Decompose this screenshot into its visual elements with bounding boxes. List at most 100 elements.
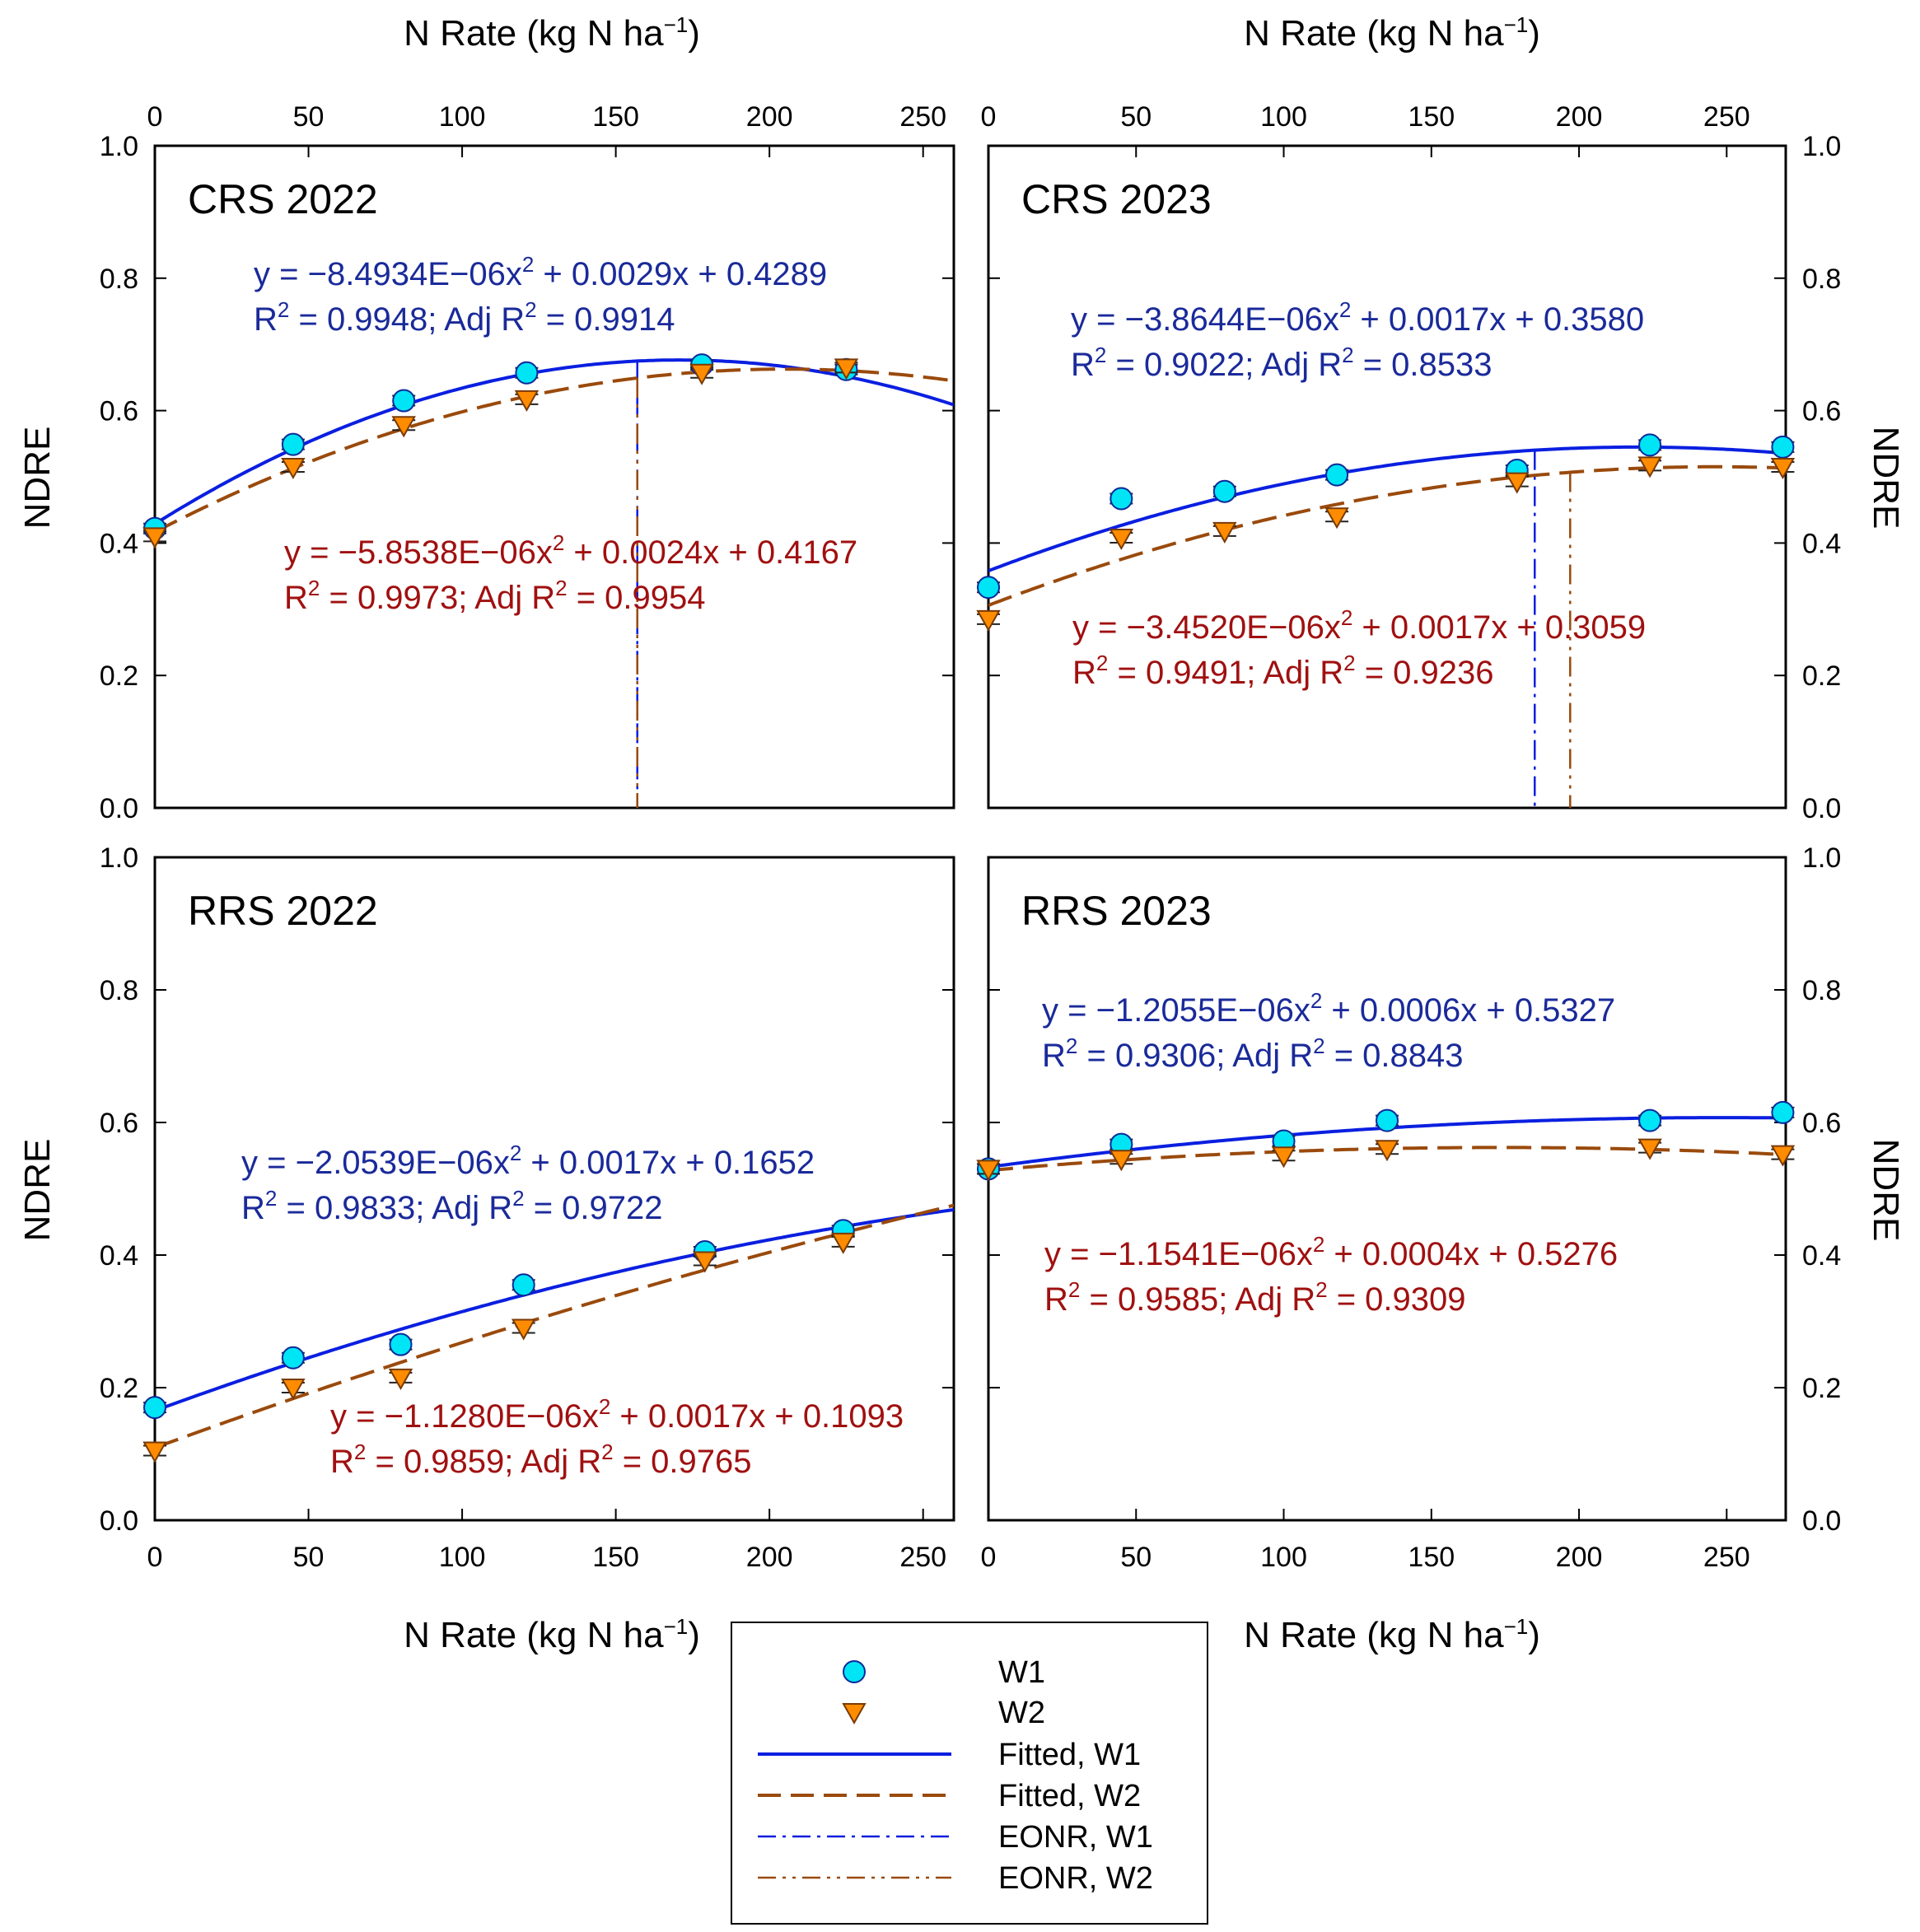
w2-point	[388, 1368, 413, 1390]
legend-fitted-w2-label: Fitted, W2	[998, 1779, 1141, 1813]
w1-point	[1376, 1108, 1399, 1132]
fitted-w1-curve	[988, 445, 1783, 573]
x-tick-label: 50	[293, 1542, 325, 1573]
legend-w1-marker	[843, 1660, 866, 1683]
w2-point	[511, 1318, 536, 1341]
x-tick-label: 250	[1703, 1542, 1750, 1573]
w2-point	[1375, 1140, 1399, 1162]
panel-title: CRS 2022	[188, 176, 378, 222]
panel-title: RRS 2022	[188, 888, 378, 934]
r2-part: = 0.9022; Adj R	[1106, 347, 1342, 383]
r2-sup: 2	[278, 297, 289, 322]
r2-part: R	[1042, 1038, 1066, 1074]
x-tick-label: 100	[439, 101, 486, 133]
equation-part: y = −5.8538E−06x	[284, 534, 553, 571]
fitted-w1-curve	[155, 1208, 954, 1412]
x-tick-label: 200	[1556, 1542, 1603, 1573]
w2-point	[830, 1232, 856, 1254]
r2-part: = 0.9954	[568, 580, 706, 616]
r2-sup: 2	[512, 1186, 524, 1211]
ylabel-bottom-left: NDRE	[17, 1139, 58, 1242]
r2-sup: 2	[601, 1440, 613, 1464]
x-tick-label: 0	[981, 101, 997, 133]
y-tick-label: 0.2	[1802, 1373, 1841, 1404]
r2-sup: 2	[1342, 343, 1353, 367]
r2-sup: 2	[265, 1186, 277, 1211]
w1-r2: R2 = 0.9306; Adj R2 = 0.8843	[1042, 1034, 1464, 1074]
r2-part: = 0.8843	[1325, 1038, 1464, 1074]
equation-part: + 0.0017x + 0.1093	[610, 1398, 904, 1435]
r2-sup: 2	[1315, 1277, 1327, 1302]
w2-equation: y = −1.1280E−06x2 + 0.0017x + 0.1093	[330, 1394, 904, 1435]
w1-point	[515, 361, 539, 385]
w1-r2: R2 = 0.9948; Adj R2 = 0.9914	[254, 297, 675, 338]
x-tick-label: 100	[1260, 101, 1307, 133]
w1-r2: R2 = 0.9833; Adj R2 = 0.9722	[241, 1186, 663, 1226]
fitted-w2-curve	[155, 367, 954, 534]
r2-sup: 2	[1095, 343, 1106, 367]
equation-sup: 2	[1341, 605, 1352, 630]
equation-part: + 0.0006x + 0.5327	[1322, 992, 1615, 1029]
y-tick-label: 0.6	[100, 396, 138, 427]
equation-sup: 2	[522, 252, 534, 277]
y-tick-label: 0.6	[1802, 396, 1841, 427]
w2-equation: y = −3.4520E−06x2 + 0.0017x + 0.3059	[1072, 605, 1646, 646]
equation-part: y = −1.1280E−06x	[330, 1398, 599, 1435]
panel-rrs-2023: 0 50 100 150 200 250 0.0 0.2 0.4 0.6 0.8 1.0 RRS 202…	[976, 842, 1841, 1573]
w1-point	[389, 1332, 413, 1356]
fitted-w1-curve	[155, 358, 954, 525]
equation-sup: 2	[1339, 297, 1351, 322]
top-left-xlabel: N Rate (kg N ha−1)	[404, 12, 700, 54]
x-tick-label: 200	[746, 101, 793, 133]
w2-point	[834, 358, 859, 380]
r2-sup: 2	[308, 576, 320, 600]
w1-point	[1638, 1108, 1662, 1132]
legend-w2-marker	[842, 1703, 867, 1725]
x-tick-label: 200	[1556, 101, 1603, 133]
equation-part: y = −3.4520E−06x	[1072, 609, 1341, 646]
w2-point	[391, 416, 416, 438]
y-tick-label: 0.8	[1802, 975, 1841, 1006]
plot-frame	[987, 144, 1787, 810]
w2-point	[1271, 1146, 1296, 1169]
r2-sup: 2	[1313, 1034, 1324, 1058]
w1-point	[1109, 487, 1133, 511]
top-right-xlabel: N Rate (kg N ha−1)	[1244, 12, 1540, 54]
w2-point	[514, 390, 540, 412]
legend-eonr-w2-label: EONR, W2	[998, 1861, 1153, 1896]
panel-crs-2022: 0 50 100 150 200 250 0.0 0.2 0.4 0.6 0.8 1.0 CRS 202…	[100, 101, 955, 824]
r2-part: R	[1071, 347, 1095, 383]
r2-sup: 2	[555, 576, 567, 600]
x-tick-label: 50	[293, 101, 325, 133]
w2-point	[1637, 1138, 1662, 1160]
equation-part: + 0.0024x + 0.4167	[564, 534, 857, 571]
legend: W1 W2 Fitted, W1 Fitted, W2 EONR, W1 EON…	[731, 1622, 1208, 1925]
r2-sup: 2	[1096, 651, 1108, 675]
r2-part: = 0.9585; Adj R	[1080, 1281, 1315, 1318]
y-tick-label: 0.4	[100, 1240, 138, 1272]
w2-r2: R2 = 0.9973; Adj R2 = 0.9954	[284, 576, 706, 616]
r2-part: R	[1044, 1281, 1068, 1318]
y-tick-label: 0.8	[100, 975, 138, 1006]
w2-point	[976, 609, 1001, 632]
y-tick-label: 1.0	[100, 842, 138, 874]
y-tick-label: 0.0	[100, 793, 138, 824]
y-tick-label: 0.0	[1802, 793, 1841, 824]
ylabel-top-left: NDRE	[17, 427, 58, 530]
equation-part: + 0.0004x + 0.5276	[1324, 1236, 1618, 1272]
legend-fitted-w1-label: Fitted, W1	[998, 1738, 1141, 1772]
w1-point	[143, 1396, 166, 1420]
r2-part: = 0.9948; Adj R	[289, 301, 525, 338]
w2-point	[1109, 1150, 1134, 1172]
x-tick-label: 250	[899, 1542, 946, 1573]
legend-eonr-w1-label: EONR, W1	[998, 1820, 1153, 1855]
x-tick-label: 200	[746, 1542, 793, 1573]
legend-box	[731, 1622, 1208, 1925]
plot-frame	[987, 856, 1787, 1522]
w2-point	[1637, 456, 1662, 478]
x-tick-label: 250	[1703, 101, 1750, 133]
equation-part: + 0.0017x + 0.3059	[1352, 609, 1646, 646]
y-tick-label: 0.4	[100, 528, 138, 559]
x-tick-label: 150	[1408, 1542, 1455, 1573]
